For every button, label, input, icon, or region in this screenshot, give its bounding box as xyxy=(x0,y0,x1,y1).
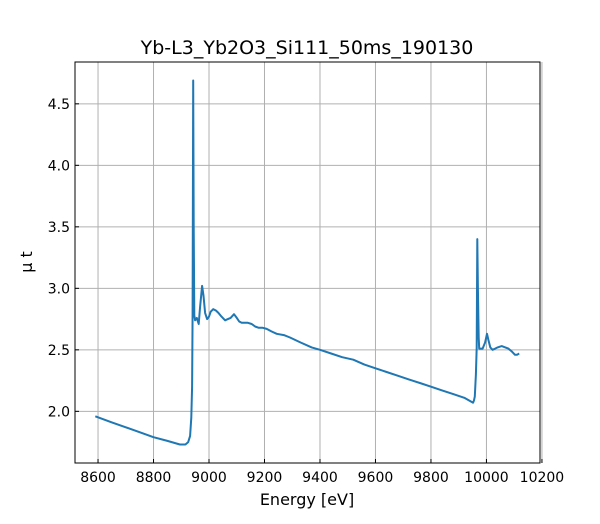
x-tick-label: 10000 xyxy=(464,470,509,486)
x-tick-label: 9000 xyxy=(191,470,227,486)
y-axis-label: μ t xyxy=(17,251,36,273)
y-tick-label: 3.0 xyxy=(48,281,70,297)
x-tick-label: 9200 xyxy=(247,470,283,486)
y-tick-label: 4.0 xyxy=(48,158,70,174)
y-tick-label: 3.5 xyxy=(48,220,70,236)
y-tick-label: 2.0 xyxy=(48,404,70,420)
x-tick-label: 9800 xyxy=(413,470,449,486)
x-tick-label: 8600 xyxy=(80,470,116,486)
y-tick-label: 4.5 xyxy=(48,97,70,113)
y-tick-label: 2.5 xyxy=(48,343,70,359)
x-tick-label: 10200 xyxy=(520,470,565,486)
x-tick-label: 8800 xyxy=(136,470,172,486)
plot-frame xyxy=(74,61,541,464)
grid xyxy=(75,62,543,463)
x-axis-label: Energy [eV] xyxy=(260,490,354,509)
ticks: 8600 8800 9000 9200 9400 9600 9800 10000 10200 2.… xyxy=(48,97,564,486)
series-line-mu-t xyxy=(94,79,520,446)
x-tick-label: 9400 xyxy=(302,470,338,486)
chart-title: Yb-L3_Yb2O3_Si111_50ms_190130 xyxy=(140,37,474,59)
x-tick-label: 9600 xyxy=(358,470,394,486)
